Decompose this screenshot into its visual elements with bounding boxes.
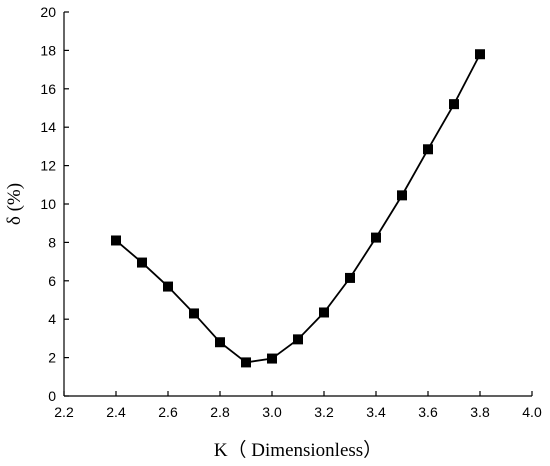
x-tick-label: 4.0 [522,404,542,420]
y-tick-label: 8 [48,234,56,250]
data-point-marker [111,235,121,246]
x-tick-label: 3.2 [314,404,334,420]
x-ticks: 2.2 2.4 2.6 2.8 3.0 3.2 3.4 3.6 3.8 4.0 [54,391,542,420]
y-tick-label: 14 [40,119,56,135]
series-line [115,53,481,364]
y-tick-label: 10 [40,196,56,212]
data-point-marker [267,353,277,364]
x-tick-label: 3.4 [366,404,386,420]
data-point-marker [449,99,459,110]
y-tick-label: 6 [48,273,56,289]
data-point-marker [475,49,485,60]
y-axis-title: δ (%) [4,183,25,225]
x-tick-label: 2.4 [106,404,126,420]
data-point-marker [215,337,225,348]
data-point-marker [137,257,147,268]
x-axis-title: K（ Dimensionless） [214,439,382,461]
x-tick-label: 3.8 [470,404,490,420]
data-point-marker [397,190,407,201]
series-layer [111,49,485,368]
x-tick-label: 3.0 [262,404,282,420]
x-tick-label: 2.8 [210,404,230,420]
x-tick-label: 2.6 [158,404,178,420]
y-ticks: 0 2 4 6 8 10 12 14 16 18 20 [40,4,69,404]
data-point-marker [423,144,433,155]
y-tick-label: 20 [40,4,56,20]
y-tick-label: 4 [48,311,56,327]
data-point-marker [371,232,381,243]
x-tick-label: 3.6 [418,404,438,420]
y-tick-label: 12 [40,158,56,174]
data-point-marker [293,334,303,345]
data-point-marker [163,281,173,292]
y-tick-label: 2 [48,350,56,366]
data-point-marker [319,307,329,318]
data-point-marker [189,308,199,319]
data-point-marker [241,357,251,368]
data-point-marker [345,272,355,283]
y-tick-label: 0 [48,388,56,404]
y-tick-label: 18 [40,42,56,58]
y-tick-label: 16 [40,81,56,97]
x-tick-label: 2.2 [54,404,74,420]
